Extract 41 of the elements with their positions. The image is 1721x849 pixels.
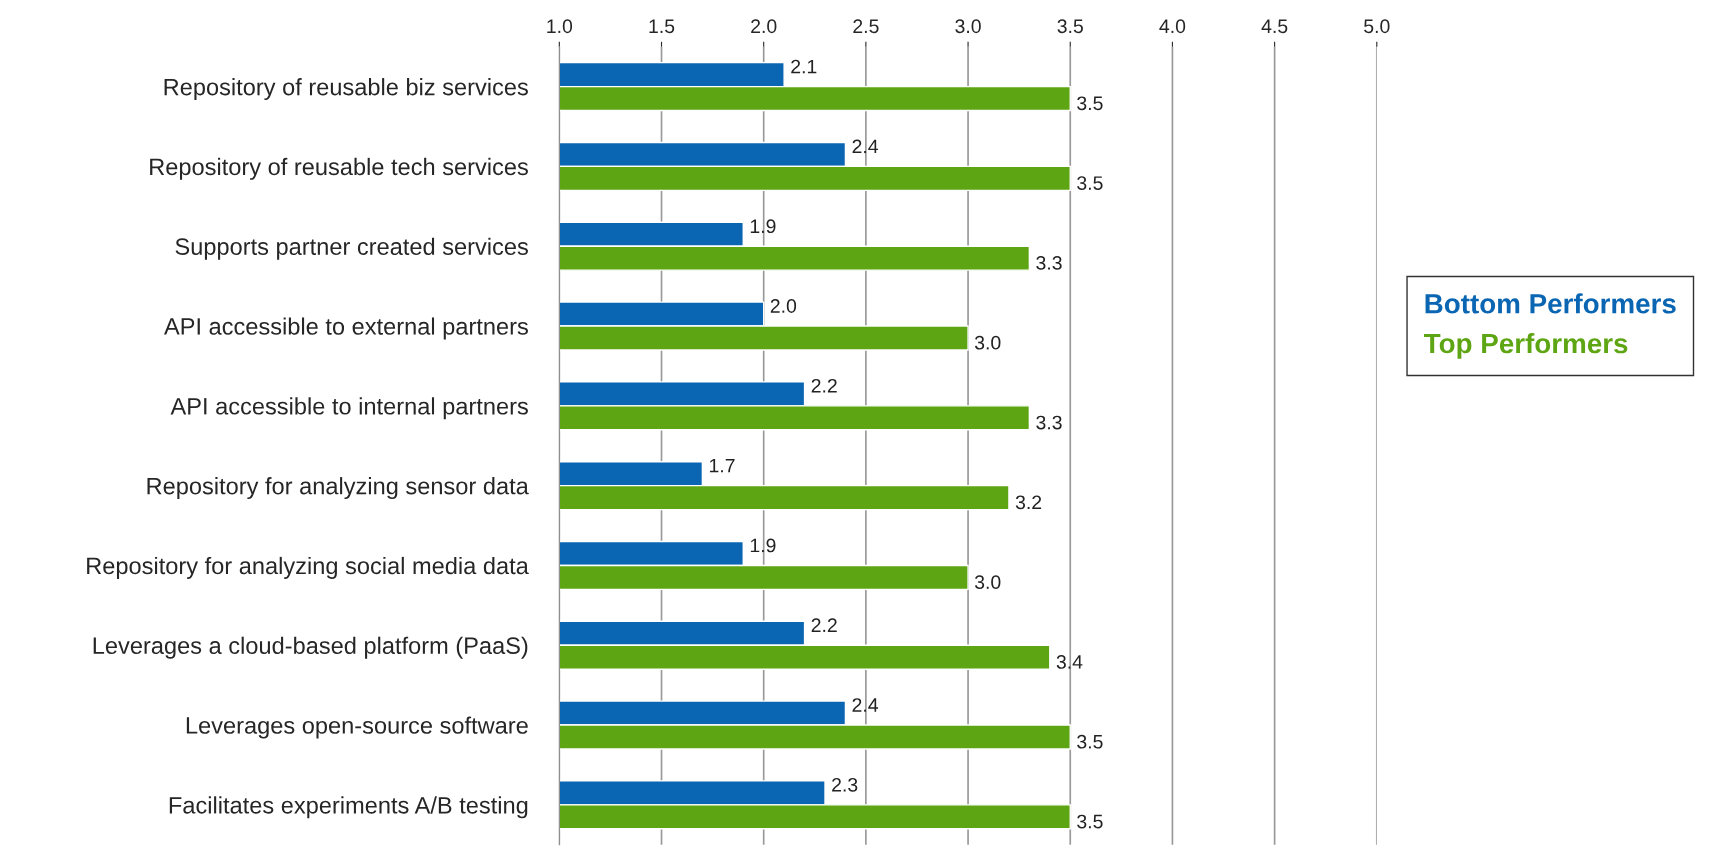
data-label: 3.0 <box>974 575 1001 590</box>
x-tick-label: 1.5 <box>649 19 675 34</box>
data-label: 3.3 <box>1036 256 1062 270</box>
y-tick-label: Repository for analyzing sensor data <box>147 477 529 500</box>
data-label: 3.5 <box>1077 734 1103 749</box>
data-label: 2.4 <box>852 698 879 712</box>
data-label: 2.3 <box>832 777 858 792</box>
data-label: 1.9 <box>750 219 776 234</box>
data-label: 3.5 <box>1077 96 1103 111</box>
data-label: 3.0 <box>974 335 1001 350</box>
data-label: 2.2 <box>811 378 837 393</box>
data-label: 3.5 <box>1077 176 1103 190</box>
x-tick-label: 4.0 <box>1159 19 1186 34</box>
x-tick-label: 5.0 <box>1364 19 1390 34</box>
y-tick-label: API accessible to internal partners <box>170 397 528 420</box>
data-label: 2.2 <box>811 618 837 632</box>
data-label: 3.5 <box>1077 814 1103 829</box>
y-tick-label: Leverages a cloud-based platform (PaaS) <box>93 636 528 659</box>
y-tick-label: Repository of reusable biz services <box>164 78 528 101</box>
data-label: 3.3 <box>1036 415 1062 430</box>
data-label: 1.9 <box>750 538 776 553</box>
x-tick-label: 2.0 <box>751 19 777 34</box>
text: Bottom Performers <box>1425 293 1676 314</box>
y-tick-label: Facilitates experiments A/B testing <box>169 796 528 819</box>
x-tick-label: 3.0 <box>955 19 981 34</box>
y-tick-label: Repository of reusable tech services <box>150 157 528 180</box>
y-tick-label: API accessible to external partners <box>164 317 528 340</box>
data-label: 3.4 <box>1056 655 1083 669</box>
data-label: 2.4 <box>852 139 879 154</box>
x-tick-label: 2.5 <box>853 19 879 34</box>
x-tick-label: 1.0 <box>547 19 573 34</box>
data-label: 3.2 <box>1015 495 1042 510</box>
y-tick-label: Supports partner created services <box>175 237 528 260</box>
data-label: 1.7 <box>710 458 735 473</box>
data-label: 2.0 <box>770 299 797 313</box>
x-tick-label: 3.5 <box>1057 19 1083 34</box>
x-tick-label: 4.5 <box>1261 19 1288 34</box>
data-label: 2.1 <box>791 59 817 74</box>
text: Top Performers <box>1424 332 1628 359</box>
y-tick-label: Leverages open-source software <box>186 716 528 739</box>
y-tick-label: Repository for analyzing social media data <box>87 556 529 579</box>
